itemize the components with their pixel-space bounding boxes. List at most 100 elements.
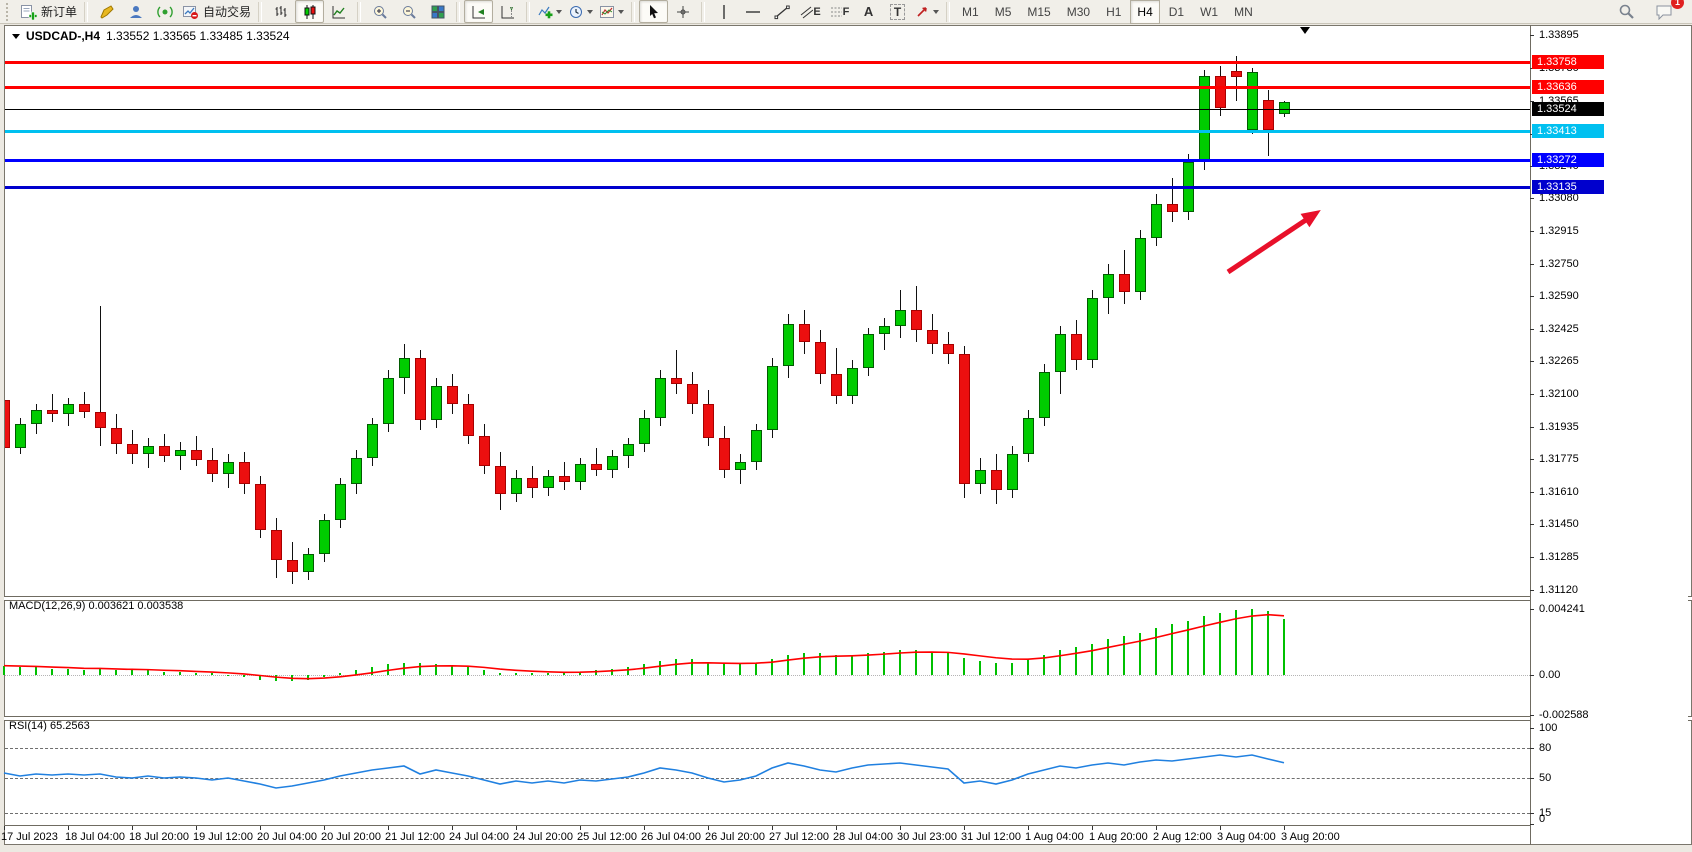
templates-dropdown-caret	[618, 9, 625, 14]
periods-dropdown-caret	[587, 9, 594, 14]
candle	[287, 560, 298, 572]
candle	[1135, 238, 1146, 292]
chart-shift-button[interactable]	[493, 0, 522, 23]
candle	[447, 386, 458, 404]
auto-scroll-button[interactable]	[464, 0, 494, 23]
macd-histogram-bar	[275, 675, 277, 682]
macd-histogram-bar	[643, 664, 645, 675]
zoom-in-button[interactable]	[365, 0, 394, 23]
indicators-dropdown-caret	[556, 9, 563, 14]
timeframe-button-M30[interactable]: M30	[1066, 4, 1091, 19]
rsi-pane-splitter[interactable]	[4, 716, 1692, 721]
candle-wick	[1172, 178, 1173, 222]
macd-histogram-bar	[1155, 628, 1157, 675]
price-axis-label: 1.31775	[1539, 453, 1579, 465]
fibonacci-button[interactable]: F	[825, 0, 854, 23]
arrows-icon	[915, 4, 930, 19]
notifications-button[interactable]: 1	[1649, 0, 1684, 23]
candle	[703, 404, 714, 438]
horizontal-line-button[interactable]	[738, 0, 767, 23]
timeframe-button-D1[interactable]: D1	[1168, 4, 1185, 19]
price-axis-tick	[1530, 198, 1534, 199]
cursor-button[interactable]	[639, 0, 669, 23]
time-axis-label: 17 Jul 2023	[1, 831, 58, 843]
candle	[559, 476, 570, 482]
macd-histogram-bar	[595, 670, 597, 675]
candle	[911, 310, 922, 330]
timeframe-button-MN[interactable]: MN	[1234, 4, 1253, 19]
macd-pane-splitter[interactable]	[4, 596, 1692, 601]
candle-wick	[52, 394, 53, 422]
chart-title-collapse-icon[interactable]	[12, 33, 20, 39]
crosshair-button[interactable]	[668, 0, 697, 23]
macd-histogram-bar	[979, 660, 981, 675]
price-axis-label: 1.31610	[1539, 486, 1579, 498]
zoom-out-button[interactable]	[394, 0, 423, 23]
macd-histogram-bar	[1283, 618, 1285, 675]
timeframe-button-W1[interactable]: W1	[1200, 4, 1219, 19]
horizontal-line-object[interactable]	[5, 85, 1530, 89]
horizontal-line-object[interactable]	[5, 61, 1530, 65]
toolbar-grip[interactable]	[6, 2, 12, 21]
line-chart-button[interactable]	[324, 0, 353, 23]
time-axis-label: 31 Jul 12:00	[961, 831, 1021, 843]
chart-shift-marker[interactable]	[1300, 27, 1310, 34]
timeframe-button-M1[interactable]: M1	[962, 4, 979, 19]
trendline-button[interactable]	[767, 0, 796, 23]
macd-histogram-bar	[755, 662, 757, 675]
timeframe-button-H4[interactable]: H4	[1130, 0, 1160, 24]
templates-button[interactable]	[596, 0, 627, 23]
candle	[79, 404, 90, 412]
community-button[interactable]	[121, 0, 150, 23]
candle	[383, 378, 394, 424]
time-axis-label: 27 Jul 12:00	[769, 831, 829, 843]
macd-histogram-bar	[131, 670, 133, 675]
macd-histogram-bar	[83, 670, 85, 675]
timeframe-toolbar: M1 M5 M15 M30 H1 H4 D1 W1 MN	[954, 0, 1261, 24]
periods-button[interactable]	[565, 0, 596, 23]
time-axis-label: 24 Jul 04:00	[449, 831, 509, 843]
new-order-button[interactable]: 新订单	[17, 0, 80, 23]
candlestick-chart-button[interactable]	[295, 0, 325, 23]
metaeditor-button[interactable]	[92, 0, 121, 23]
price-axis-label: 1.32750	[1539, 258, 1579, 270]
time-axis-tick	[452, 826, 453, 830]
timeframe-button-H1[interactable]: H1	[1106, 4, 1122, 19]
price-axis-label: 1.32590	[1539, 290, 1579, 302]
horizontal-line-object[interactable]	[5, 158, 1530, 162]
time-axis[interactable]	[5, 826, 1531, 844]
horizontal-line-object[interactable]	[5, 130, 1530, 134]
search-button[interactable]	[1612, 0, 1641, 23]
timeframe-button-M5[interactable]: M5	[994, 4, 1012, 19]
macd-histogram-bar	[947, 653, 949, 675]
time-axis-label: 24 Jul 20:00	[513, 831, 573, 843]
candle	[1263, 100, 1274, 130]
macd-indicator-label: MACD(12,26,9) 0.003621 0.003538	[9, 600, 183, 612]
time-axis-label: 19 Jul 12:00	[193, 831, 253, 843]
text-label-icon: T	[889, 3, 906, 20]
macd-histogram-bar	[227, 675, 229, 676]
text-label-button[interactable]: T	[883, 0, 912, 23]
vertical-line-button[interactable]	[709, 0, 738, 23]
price-axis-label: 1.32915	[1539, 225, 1579, 237]
rsi-name: RSI(14)	[9, 720, 47, 732]
time-axis-label: 2 Aug 12:00	[1153, 831, 1212, 843]
timeframe-button-M15[interactable]: M15	[1027, 4, 1051, 19]
indicators-icon	[537, 4, 553, 20]
rsi-axis-tick	[1530, 824, 1534, 825]
line-chart-icon	[331, 4, 347, 20]
new-order-icon	[20, 4, 37, 20]
bar-chart-button[interactable]	[266, 0, 295, 23]
equidistant-channel-button[interactable]: E	[796, 0, 825, 23]
signals-button[interactable]	[150, 0, 179, 23]
autotrading-icon	[182, 4, 199, 20]
text-button[interactable]: A	[854, 0, 883, 23]
horizontal-line-object[interactable]	[5, 186, 1530, 189]
tile-windows-button[interactable]	[423, 0, 452, 23]
macd-name: MACD(12,26,9)	[9, 600, 86, 612]
time-axis-tick	[1284, 826, 1285, 830]
arrows-button[interactable]	[912, 0, 942, 23]
indicators-button[interactable]	[534, 0, 565, 23]
autotrading-button[interactable]: 自动交易	[179, 0, 254, 23]
macd-histogram-bar	[371, 667, 373, 675]
